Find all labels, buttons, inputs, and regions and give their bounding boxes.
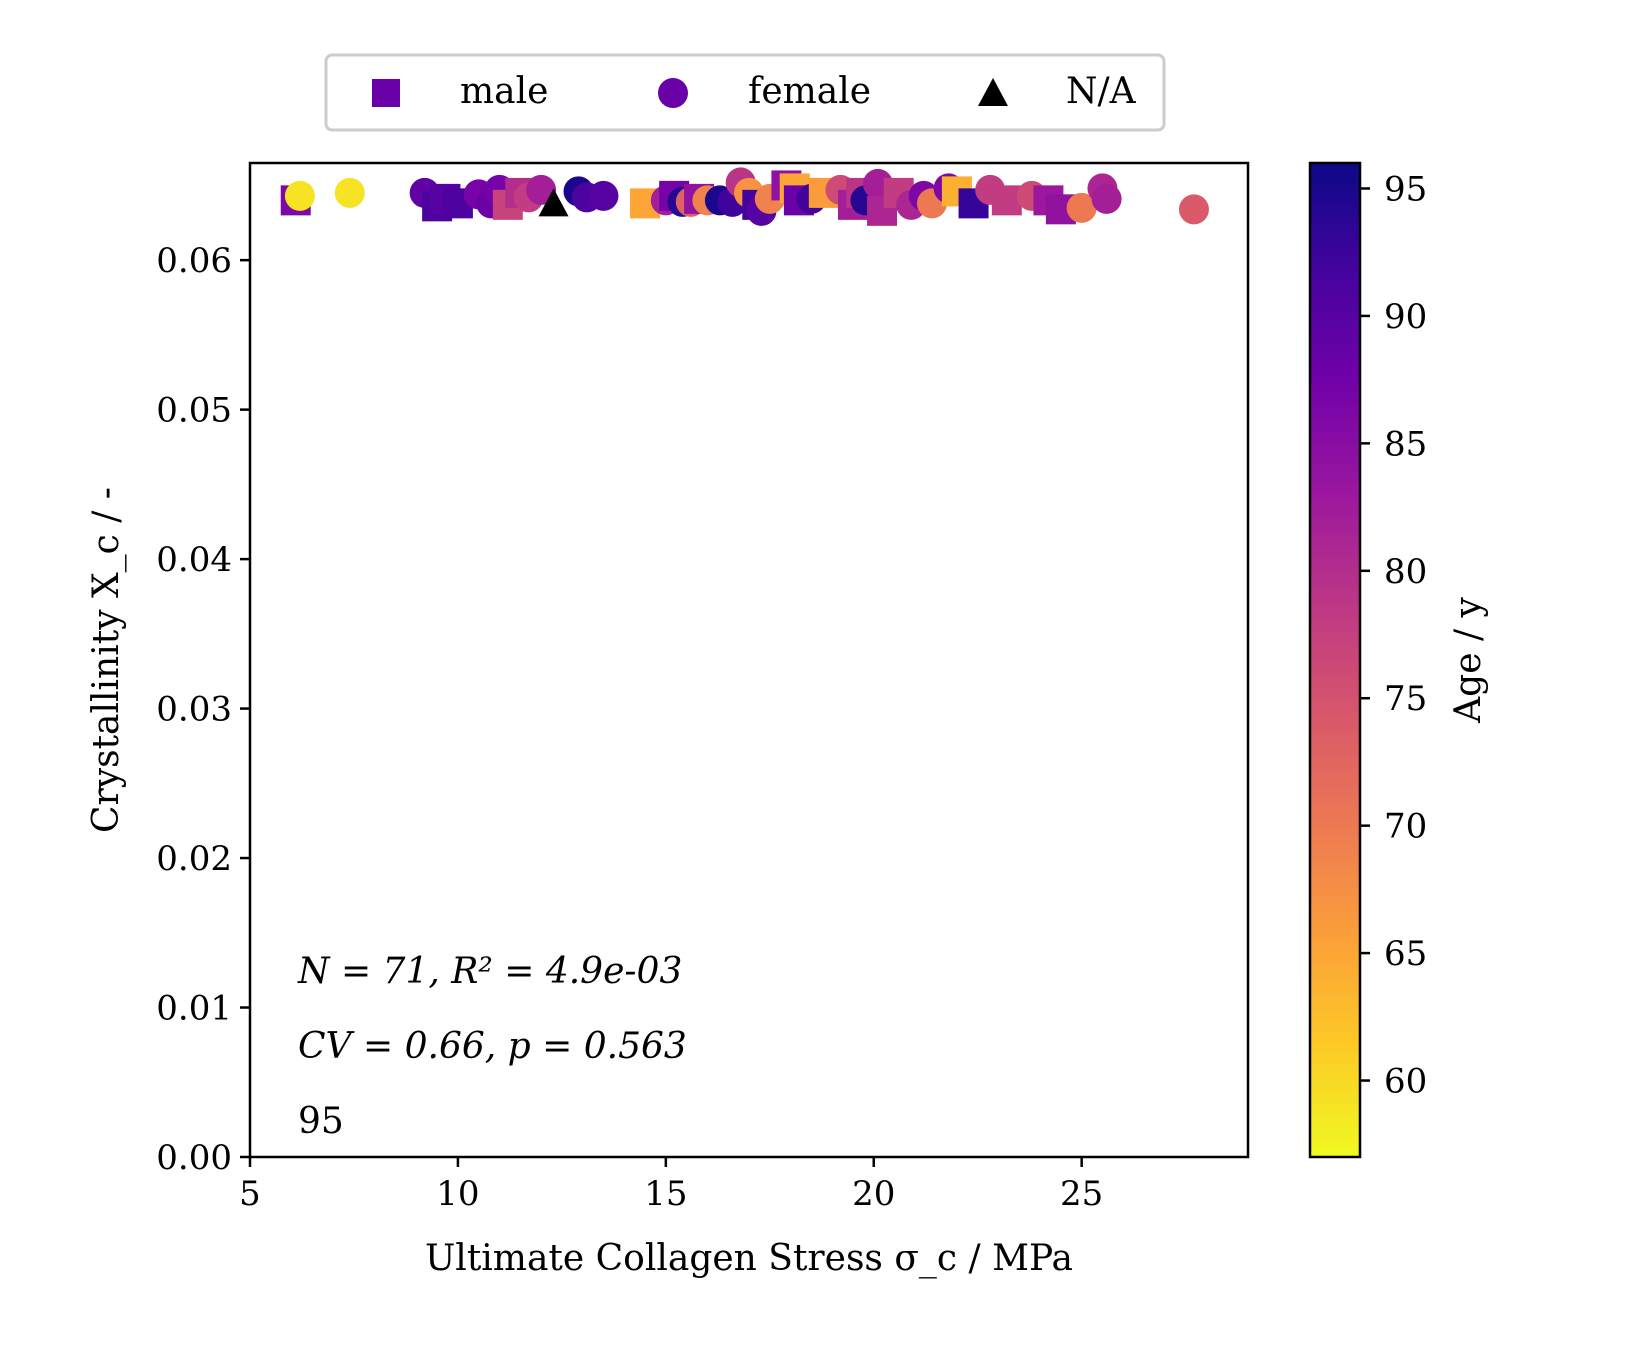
colorbar-tick-label: 75 <box>1384 679 1427 719</box>
colorbar-tick-label: 60 <box>1384 1062 1427 1102</box>
data-point-female <box>588 180 619 211</box>
x-tick-label: 5 <box>239 1174 261 1214</box>
data-points <box>280 167 1209 226</box>
colorbar-tick-label: 65 <box>1384 934 1427 974</box>
data-point-female <box>1066 192 1097 223</box>
y-tick-label: 0.04 <box>156 540 232 580</box>
colorbar: 60 65 70 75 80 85 90 95 Age / y <box>1308 161 1489 1159</box>
data-point-na <box>538 188 569 217</box>
data-point-female <box>526 174 557 205</box>
colorbar-gradient <box>1308 161 1362 1159</box>
y-tick-label: 0.01 <box>156 989 232 1029</box>
y-tick-label: 0.02 <box>156 839 232 879</box>
data-point-male <box>991 185 1022 216</box>
data-point-female <box>1178 194 1209 225</box>
legend-na-marker <box>978 78 1008 106</box>
legend: male female N/A <box>324 53 1166 132</box>
x-axis-ticks: 5 10 15 20 25 <box>239 1157 1103 1214</box>
legend-box <box>324 53 1166 132</box>
colorbar-tick-label: 70 <box>1384 807 1427 847</box>
x-tick-label: 20 <box>852 1174 895 1214</box>
stats-annotation-extra: 95 <box>298 1101 344 1142</box>
colorbar-label: Age / y <box>1448 596 1489 723</box>
plot-frame <box>248 161 1250 1159</box>
colorbar-tick-label: 95 <box>1384 169 1427 209</box>
legend-male-label: male <box>460 71 548 112</box>
stats-annotation-n-r2: N = 71, R² = 4.9e-03 <box>297 951 682 992</box>
x-axis-label: Ultimate Collagen Stress σ_c / MPa <box>425 1238 1073 1279</box>
legend-female-marker <box>658 78 688 108</box>
colorbar-tick-label: 90 <box>1384 297 1427 337</box>
legend-female-label: female <box>748 71 871 112</box>
x-tick-label: 10 <box>436 1174 479 1214</box>
stats-annotation-cv-p: CV = 0.66, p = 0.563 <box>298 1026 687 1067</box>
data-point-female <box>334 177 365 208</box>
y-tick-label: 0.06 <box>156 241 232 281</box>
colorbar-ticks: 60 65 70 75 80 85 90 95 <box>1360 169 1427 1102</box>
y-tick-label: 0.03 <box>156 690 232 730</box>
colorbar-tick-label: 85 <box>1384 424 1427 464</box>
legend-na-label: N/A <box>1066 71 1137 112</box>
colorbar-tick-label: 80 <box>1384 552 1427 592</box>
y-axis-label: Crystallinity X_c / - <box>86 487 127 833</box>
data-point-female <box>284 180 315 211</box>
x-tick-label: 15 <box>644 1174 687 1214</box>
y-tick-label: 0.00 <box>156 1138 232 1178</box>
y-tick-label: 0.05 <box>156 391 232 431</box>
x-tick-label: 25 <box>1060 1174 1103 1214</box>
legend-male-marker <box>372 79 400 107</box>
y-axis-ticks: 0.00 0.01 0.02 0.03 0.04 0.05 0.06 <box>156 241 250 1178</box>
data-point-female <box>1091 183 1122 214</box>
